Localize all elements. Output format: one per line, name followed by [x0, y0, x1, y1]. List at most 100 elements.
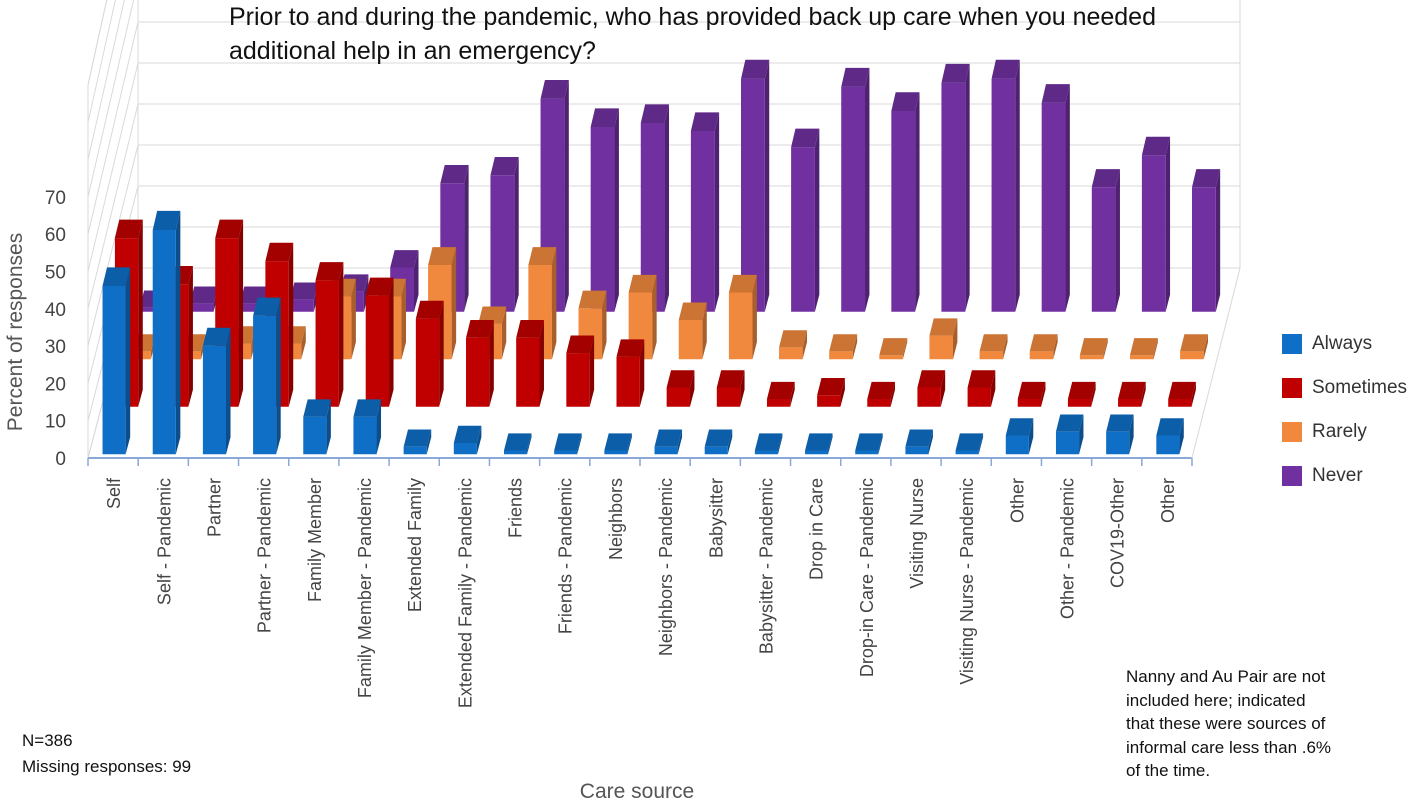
x-tick-label: Family Member - Pandemic	[355, 478, 375, 698]
bar	[666, 370, 695, 407]
bar	[929, 318, 958, 360]
bar-top	[403, 429, 432, 447]
bar	[453, 425, 482, 455]
bar-side	[940, 370, 946, 407]
bar-side	[1129, 414, 1134, 455]
bar-side	[1115, 169, 1120, 312]
bar-top	[503, 433, 532, 451]
bar	[202, 327, 231, 455]
bar	[503, 433, 532, 455]
bar	[1055, 414, 1084, 455]
bar	[779, 330, 808, 360]
bar-front	[1005, 435, 1029, 455]
bar	[102, 267, 131, 455]
bar-front	[1091, 187, 1116, 312]
bar-top	[867, 381, 896, 400]
bar-front	[891, 110, 916, 312]
bar	[1156, 418, 1184, 455]
x-tick-label: Partner - Pandemic	[255, 478, 275, 633]
bar-top	[1067, 381, 1096, 400]
bar	[991, 59, 1020, 312]
x-tick-label: Babysitter - Pandemic	[756, 478, 776, 654]
bar-front	[1029, 351, 1054, 360]
bar-top	[1041, 84, 1070, 103]
y-tick-labels: 0 10 20 30 40 50 60 70	[45, 188, 66, 470]
bar	[528, 247, 557, 360]
gridline	[87, 0, 135, 198]
footnote-line: informal care less than .6%	[1126, 737, 1332, 757]
bar-front	[754, 450, 778, 455]
bar-top	[1192, 169, 1221, 188]
bar-top	[1180, 334, 1209, 352]
y-tick-label: 70	[45, 188, 66, 209]
legend-item-always: Always	[1282, 322, 1422, 366]
bar-front	[403, 446, 427, 455]
bar-side	[138, 219, 143, 407]
bar-top	[315, 262, 344, 281]
bar-front	[1055, 431, 1080, 455]
bar	[303, 399, 331, 455]
x-tick-label: Extended Family - Pandemic	[455, 478, 475, 708]
bar-side	[978, 433, 984, 455]
x-tick-label: Friends	[506, 478, 526, 538]
bar-top	[754, 433, 783, 451]
bar-front	[102, 286, 126, 455]
legend-item-rarely: Rarely	[1282, 410, 1422, 454]
x-tick-label: Neighbors	[606, 478, 626, 560]
bar	[967, 370, 996, 407]
footnote-line: Nanny and Au Pair are not	[1126, 667, 1326, 686]
bar-side	[1165, 136, 1171, 312]
bar	[1029, 334, 1058, 360]
bar-top	[114, 219, 143, 239]
bar-side	[878, 433, 883, 455]
chart-title-line-1: Prior to and during the pandemic, who ha…	[229, 3, 1156, 31]
bar-front	[490, 175, 515, 312]
bar-side	[439, 300, 444, 407]
bar-side	[840, 378, 845, 407]
y-tick-label: 50	[45, 263, 66, 284]
bar-side	[990, 370, 996, 407]
x-tick-label: Babysitter	[706, 478, 726, 558]
legend-swatch-sometimes	[1282, 378, 1302, 398]
y-axis-label: Percent of responses	[4, 233, 27, 431]
bar-top	[779, 330, 808, 348]
bar	[1118, 381, 1146, 407]
bar-front	[1156, 435, 1180, 455]
bar-top	[955, 433, 984, 451]
x-tick-label: Partner	[204, 478, 224, 537]
bar	[365, 277, 394, 407]
bar	[604, 433, 632, 455]
bar-front	[1079, 355, 1104, 360]
bar-top	[704, 429, 733, 447]
bar-top	[353, 399, 382, 417]
bar	[791, 128, 820, 312]
bar-side	[326, 399, 331, 455]
bar-side	[740, 370, 745, 407]
bar-side	[551, 247, 557, 360]
bar-front	[879, 355, 903, 360]
bar-top	[490, 156, 519, 176]
bar-side	[539, 320, 544, 407]
bar	[152, 210, 181, 455]
bar	[1079, 338, 1108, 360]
bar-front	[855, 450, 879, 455]
bar-side	[852, 334, 858, 360]
x-tick-label: Visiting Nurse	[907, 478, 927, 589]
bar-side	[652, 274, 657, 360]
bar	[1067, 381, 1096, 407]
bar	[1168, 381, 1196, 407]
bar-top	[905, 429, 933, 447]
bar-side	[125, 267, 131, 455]
bar-top	[690, 112, 720, 132]
footnote-line: that these were sources of	[1126, 714, 1326, 733]
bar-side	[414, 250, 419, 312]
bar-top	[540, 80, 569, 99]
bar-side	[1003, 334, 1008, 360]
bar-front	[791, 147, 815, 312]
bar-side	[639, 339, 645, 407]
bar-side	[814, 128, 820, 312]
legend-label-sometimes: Sometimes	[1312, 377, 1408, 398]
bar-front	[640, 122, 665, 312]
bar-top	[303, 399, 331, 417]
